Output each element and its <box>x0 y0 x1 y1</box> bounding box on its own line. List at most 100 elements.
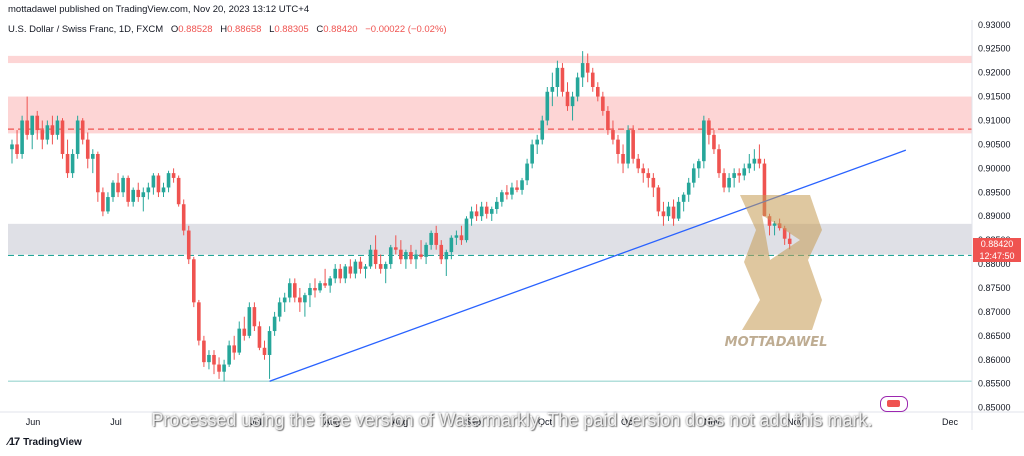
candle-down <box>232 345 236 353</box>
candle-up <box>121 177 125 193</box>
candle-down <box>434 232 438 245</box>
candle-up <box>520 180 524 190</box>
x-tick-label: Jul <box>250 417 262 427</box>
candle-up <box>752 158 757 164</box>
candle-down <box>212 354 216 365</box>
candle-up <box>570 96 575 107</box>
candle-down <box>50 125 55 135</box>
candle-up <box>691 168 696 183</box>
y-tick-label: 0.85000 <box>978 403 1011 413</box>
candle-up <box>237 328 242 353</box>
candle-down <box>348 266 353 274</box>
candle-down <box>171 173 176 178</box>
candle-down <box>262 347 267 355</box>
change-value: −0.00022 (−0.02%) <box>365 24 447 35</box>
candle-up <box>353 261 358 274</box>
x-tick-label: Aug <box>392 417 408 427</box>
candle-up <box>414 254 418 260</box>
candle-down <box>15 144 19 154</box>
candle-down <box>474 211 479 217</box>
candle-down <box>176 177 181 205</box>
mottadawel-logo: MOTTADAWEL <box>725 195 828 350</box>
y-tick-label: 0.90000 <box>978 163 1011 173</box>
candle-down <box>656 187 661 212</box>
low-label: L <box>269 24 275 35</box>
candle-down <box>737 173 741 176</box>
candle-down <box>596 86 600 97</box>
candle-down <box>419 254 423 257</box>
y-tick-label: 0.86000 <box>978 355 1011 365</box>
candle-up <box>247 307 252 336</box>
candle-down <box>323 283 327 286</box>
candle-up <box>555 67 560 87</box>
candle-up <box>449 237 454 253</box>
candle-up <box>742 168 747 176</box>
ohlc-legend: U.S. Dollar / Swiss Franc, 1D, FXCM O0.8… <box>8 24 447 35</box>
candle-up <box>363 266 368 269</box>
candle-down <box>762 163 767 217</box>
candle-down <box>671 206 676 219</box>
candle-down <box>60 120 65 154</box>
candle-up <box>227 345 231 365</box>
y-tick-label: 0.93000 <box>978 20 1011 30</box>
mottadawel-wordmark: MOTTADAWEL <box>725 335 828 350</box>
candle-up <box>454 235 459 238</box>
resistance-zone <box>8 96 972 134</box>
candle-down <box>338 268 343 279</box>
candle-up <box>10 144 14 150</box>
candle-down <box>373 249 378 265</box>
close-label: C <box>316 24 324 35</box>
candle-up <box>111 182 115 198</box>
candle-up <box>666 206 671 217</box>
candle-up <box>575 77 580 97</box>
candle-down <box>394 247 398 250</box>
candle-up <box>495 201 499 210</box>
candle-down <box>484 206 489 214</box>
candle-up <box>343 266 348 279</box>
candle-up <box>30 115 34 135</box>
x-tick-label: Nov <box>704 417 721 427</box>
candle-up <box>222 364 226 372</box>
candle-down <box>565 91 570 107</box>
candle-down <box>601 96 605 111</box>
candle-down <box>298 297 302 303</box>
candle-down <box>439 244 444 260</box>
candle-up <box>91 153 95 159</box>
tradingview-logo[interactable]: ⁄17 TradingView <box>8 436 82 448</box>
candle-down <box>641 168 646 174</box>
candle-down <box>646 173 651 178</box>
candle-down <box>459 235 464 241</box>
mottadawel-emblem <box>740 195 822 330</box>
candle-up <box>383 264 388 269</box>
flag-icon[interactable] <box>880 396 908 412</box>
candle-up <box>141 192 146 198</box>
x-tick-label: Oct <box>621 417 636 427</box>
candle-down <box>202 340 206 363</box>
candle-up <box>267 331 272 355</box>
candle-up <box>424 244 428 257</box>
candle-down <box>293 283 297 298</box>
candle-down <box>126 177 130 202</box>
candle-up <box>207 354 211 363</box>
candle-up <box>479 206 484 217</box>
candle-up <box>388 247 393 265</box>
candle-down <box>399 249 403 260</box>
candle-down <box>136 189 141 198</box>
candle-up <box>500 192 504 202</box>
candle-down <box>101 192 105 212</box>
candle-down <box>116 182 120 193</box>
candle-up <box>540 120 545 140</box>
candle-down <box>767 216 772 226</box>
candle-up <box>308 287 312 296</box>
candle-down <box>717 149 721 174</box>
candle-up <box>580 63 585 78</box>
y-tick-label: 0.86500 <box>978 331 1011 341</box>
candle-down <box>181 204 186 231</box>
candle-up <box>550 86 555 92</box>
candle-up <box>681 194 686 202</box>
candle-down <box>217 364 221 372</box>
x-tick-label: Sep <box>465 417 481 427</box>
candle-down <box>378 264 383 269</box>
publisher-text: mottadawel published on TradingView.com,… <box>8 4 310 15</box>
